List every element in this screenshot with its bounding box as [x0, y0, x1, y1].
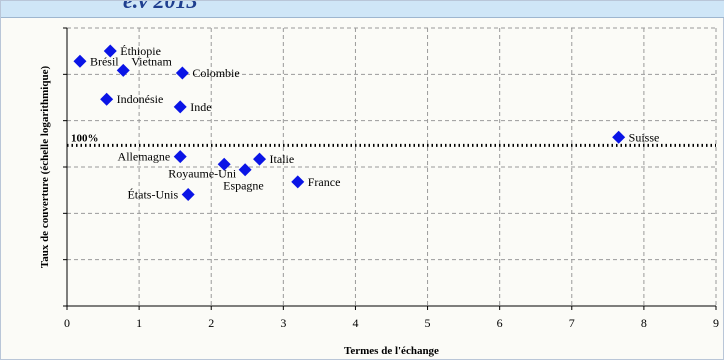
axis-ticks: 0 1 2 3 4 5 6 7 8 9 — [63, 27, 719, 330]
data-point-label: Allemagne — [118, 150, 171, 164]
data-point-label: États-Unis — [127, 187, 178, 201]
x-tick-label: 1 — [136, 316, 142, 330]
x-tick-label: 0 — [64, 316, 70, 330]
data-point-label: Éthiopie — [120, 44, 161, 58]
data-point — [612, 130, 626, 144]
banner-text: e.v 2013 — [123, 1, 198, 14]
data-point — [175, 66, 189, 80]
data-point-label: Indonésie — [117, 92, 164, 106]
x-tick-label: 2 — [208, 316, 214, 330]
x-axis-title: Termes de l'échange — [344, 345, 439, 357]
data-point — [217, 157, 231, 171]
x-tick-label: 7 — [569, 316, 575, 330]
data-point — [73, 54, 87, 68]
x-tick-label: 4 — [352, 316, 358, 330]
data-point — [181, 187, 195, 201]
title-banner: e.v 2013 — [1, 1, 724, 18]
data-point-label: Vietnam — [131, 54, 172, 68]
data-point — [100, 92, 114, 106]
reference-line-label: 100% — [71, 132, 99, 144]
data-point-label: Colombie — [192, 66, 239, 80]
data-point — [291, 175, 305, 189]
y-axis-title: Taux de couverture (échelle logarithmiqu… — [39, 66, 51, 269]
data-point-label: Royaume-Uni — [168, 166, 237, 180]
data-point — [238, 163, 252, 177]
grid-lines — [67, 27, 717, 306]
data-point — [173, 100, 187, 114]
data-point-label: Suisse — [629, 130, 660, 144]
x-tick-label: 8 — [641, 316, 647, 330]
x-tick-label: 5 — [425, 316, 431, 330]
data-point — [103, 44, 117, 58]
data-point-label: Italie — [270, 152, 295, 166]
x-tick-label: 6 — [497, 316, 503, 330]
data-point-label: Brésil — [90, 54, 119, 68]
data-point — [173, 150, 187, 164]
x-tick-label: 3 — [280, 316, 286, 330]
x-tick-label: 9 — [713, 316, 719, 330]
data-point-label: Espagne — [223, 179, 264, 193]
data-point — [116, 63, 130, 77]
data-point-label: France — [308, 175, 341, 189]
data-point — [253, 152, 267, 166]
data-point-label: Inde — [190, 100, 211, 114]
